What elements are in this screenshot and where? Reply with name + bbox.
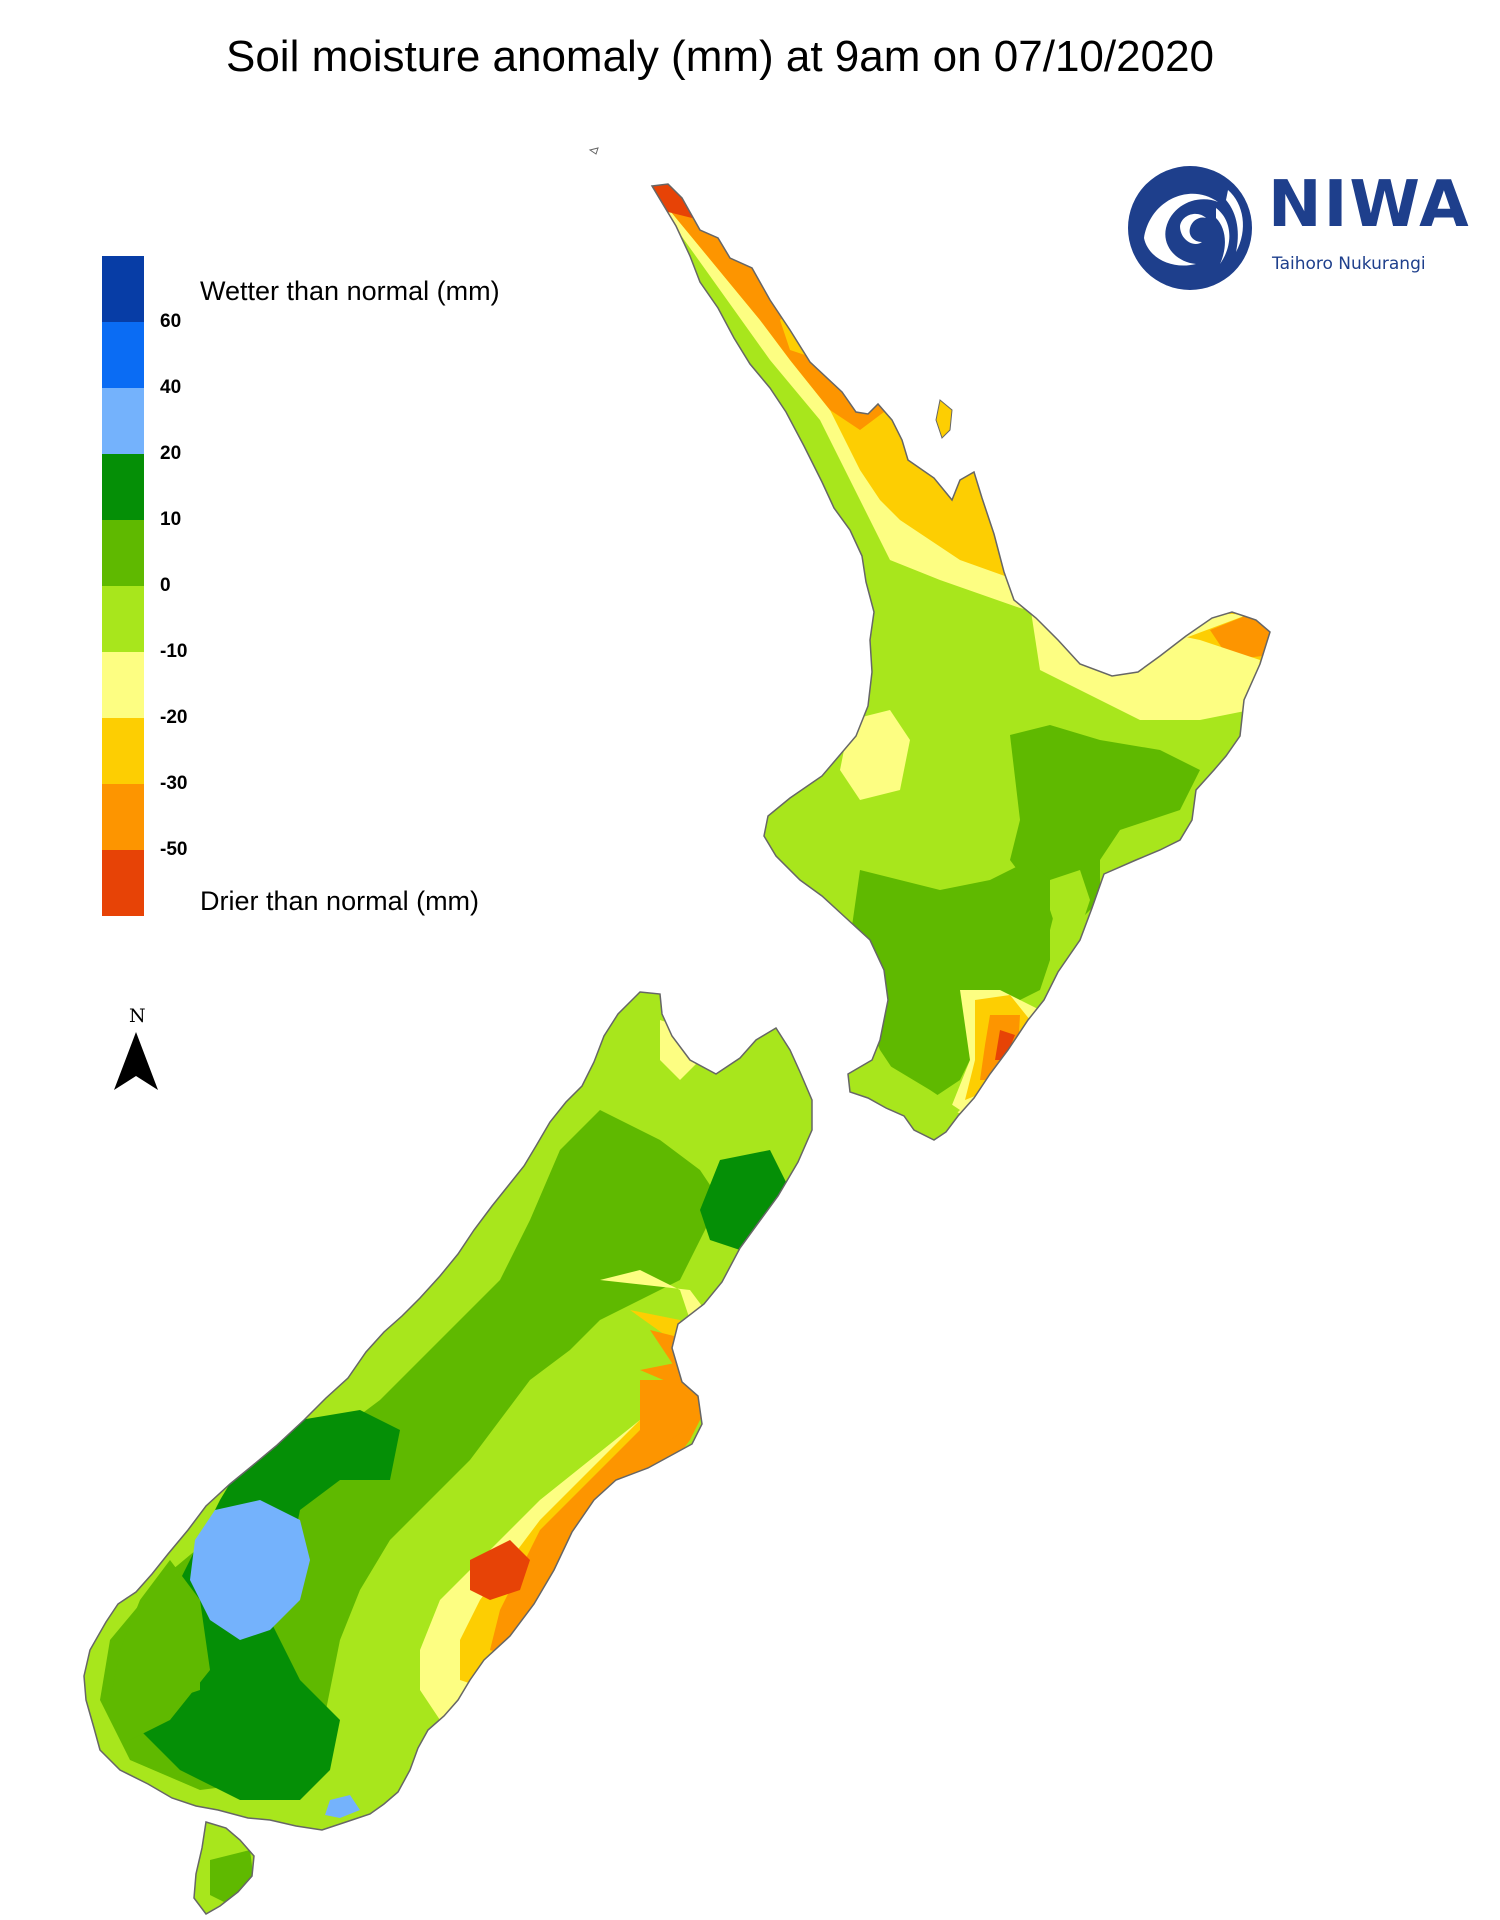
stewart-island xyxy=(194,1822,254,1914)
legend-wetter-label: Wetter than normal (mm) xyxy=(200,276,500,306)
logo-wordmark: NIWA xyxy=(1268,168,1471,242)
legend-swatch xyxy=(102,454,144,520)
legend-tick: 20 xyxy=(160,443,182,464)
legend-tick: 0 xyxy=(160,575,171,596)
legend-swatch xyxy=(102,322,144,388)
north-label: N xyxy=(129,1005,146,1027)
legend-tick: 40 xyxy=(160,377,182,398)
legend-swatch xyxy=(102,586,144,652)
legend-tick: -50 xyxy=(160,839,188,860)
niwa-wave-icon xyxy=(1128,166,1252,290)
great-barrier-island xyxy=(935,399,953,439)
legend-swatch xyxy=(102,850,144,916)
south-island-coast xyxy=(83,991,813,1831)
logo-subtitle: Taihoro Nukurangi xyxy=(1272,254,1426,274)
legend-tick: 10 xyxy=(160,509,182,530)
legend-swatch xyxy=(102,652,144,718)
legend-tick: -10 xyxy=(160,641,188,662)
south-island xyxy=(84,992,812,1830)
north-arrow-icon xyxy=(114,1032,158,1090)
legend-tick: -20 xyxy=(160,707,188,728)
legend-tick: -30 xyxy=(160,773,188,794)
legend-swatch xyxy=(102,784,144,850)
stewart-island-coast xyxy=(193,1821,255,1915)
legend-swatch xyxy=(102,718,144,784)
legend-swatch xyxy=(102,388,144,454)
map-title: Soil moisture anomaly (mm) at 9am on 07/… xyxy=(225,32,1215,81)
north-island xyxy=(652,184,1270,1140)
legend-swatch xyxy=(102,256,144,322)
legend-tick: 60 xyxy=(160,311,182,332)
north-island-coast xyxy=(650,183,1271,1141)
legend-swatch xyxy=(102,520,144,586)
three-kings-islands xyxy=(588,147,599,155)
legend-drier-label: Drier than normal (mm) xyxy=(200,886,480,916)
